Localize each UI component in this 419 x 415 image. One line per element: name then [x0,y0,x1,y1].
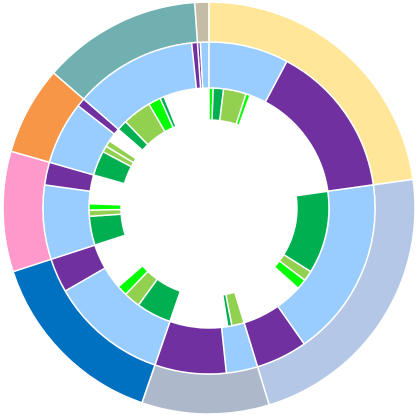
segment [199,41,210,89]
segment [42,184,96,261]
segment [88,203,122,211]
segment [88,213,127,247]
segment [273,259,306,290]
segment [117,264,149,296]
segment [190,41,202,90]
segment [221,293,233,328]
segment [159,95,178,129]
segment [105,139,138,164]
segment [235,92,252,127]
